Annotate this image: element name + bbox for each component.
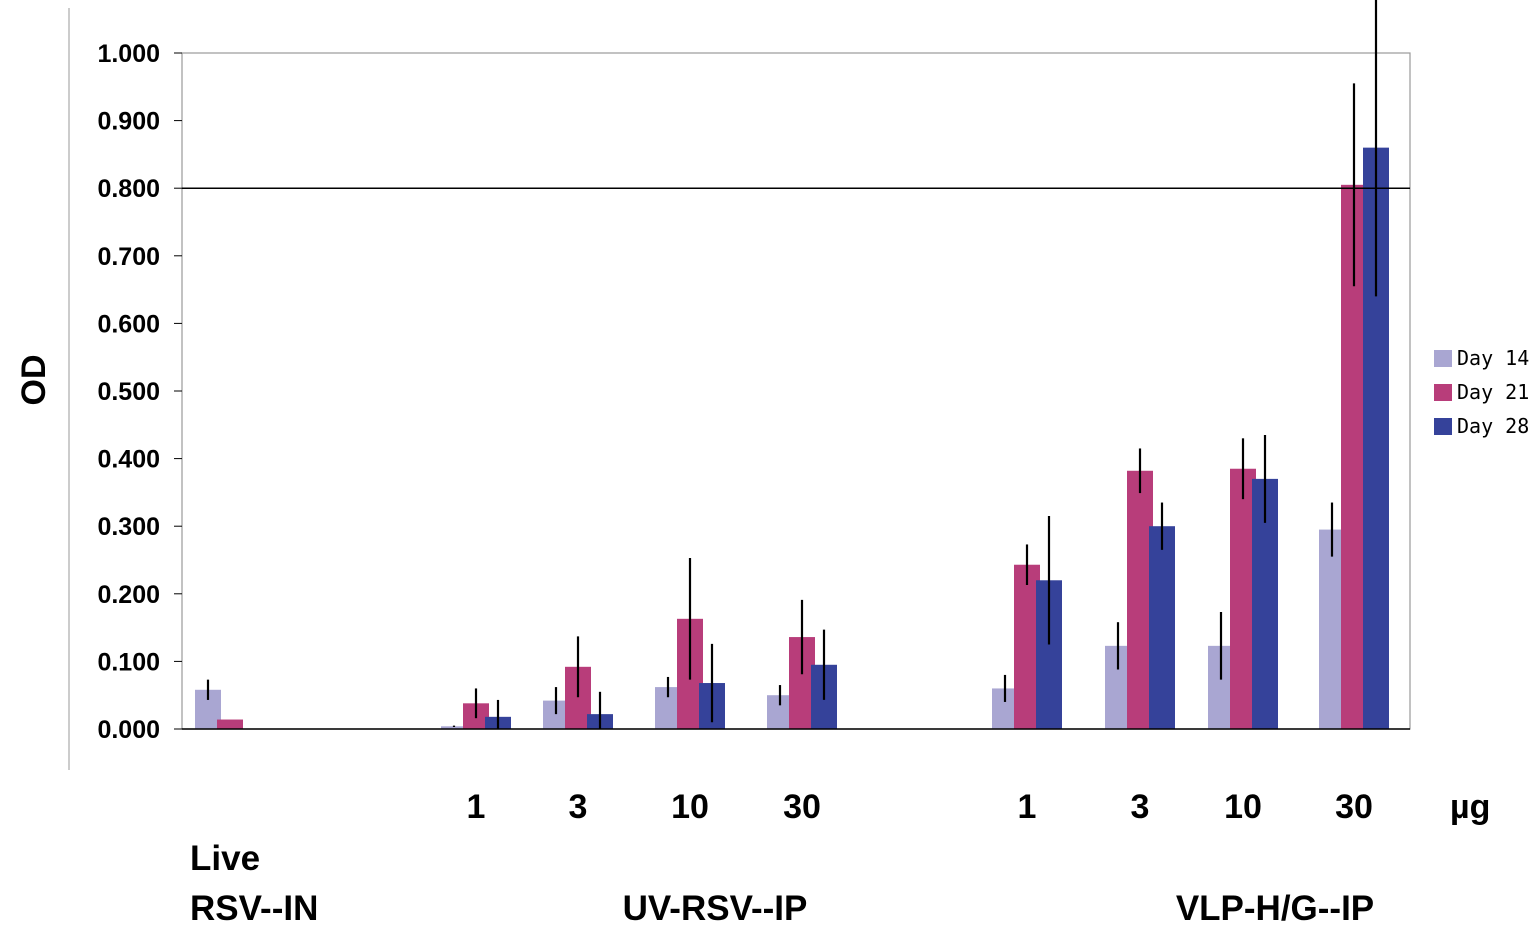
x-tick-label: 1	[467, 788, 486, 826]
y-tick-label: 0.900	[97, 108, 160, 136]
group-label: VLP-H/G--IP	[1176, 889, 1374, 926]
group-label: UV-RSV--IP	[623, 889, 808, 926]
y-tick-label: 0.800	[97, 175, 160, 203]
y-tick-label: 0.700	[97, 243, 160, 271]
group-label: Live	[190, 839, 260, 878]
y-axis-title: OD	[15, 355, 53, 406]
legend-swatch	[1434, 384, 1452, 401]
plot-area-frame	[181, 52, 1411, 730]
bar	[1127, 470, 1153, 729]
y-tick-label: 0.400	[97, 446, 160, 474]
x-tick-label: 30	[1335, 788, 1373, 826]
unit-label: µg	[1450, 788, 1490, 826]
x-tick-label: 10	[1224, 788, 1262, 826]
bars-layer	[195, 147, 1389, 729]
error-bars-layer	[206, 0, 1378, 729]
y-tick-label: 0.000	[97, 716, 160, 744]
legend-swatch	[1434, 418, 1452, 435]
bar	[1319, 529, 1345, 729]
y-tick-label: 0.300	[97, 513, 160, 541]
y-tick-label: 1.000	[97, 40, 160, 68]
y-tick-label: 0.200	[97, 581, 160, 609]
bar	[441, 726, 467, 729]
group-label: RSV--IN	[190, 889, 318, 926]
y-axis-ticks: 0.000 0.100 0.200 0.300 0.400 0.500 0.600 0.700…	[97, 40, 182, 744]
legend: Day 14 Day 21 Day 28	[1434, 346, 1529, 438]
bar	[1014, 564, 1040, 729]
y-tick-label: 0.500	[97, 378, 160, 406]
y-tick-label: 0.600	[97, 310, 160, 338]
legend-swatch	[1434, 350, 1452, 367]
legend-label: Day 28	[1457, 414, 1529, 438]
bar	[217, 719, 243, 729]
legend-label: Day 21	[1457, 380, 1529, 404]
x-tick-label: 1	[1018, 788, 1037, 826]
y-tick-label: 0.100	[97, 648, 160, 676]
bar	[1230, 468, 1256, 729]
x-tick-label: 3	[1131, 788, 1150, 826]
x-tick-label: 30	[783, 788, 821, 826]
x-tick-label: 3	[569, 788, 588, 826]
x-tick-label: 10	[671, 788, 709, 826]
legend-label: Day 14	[1457, 346, 1529, 370]
group-labels: Live RSV--IN UV-RSV--IP VLP-H/G--IP	[190, 839, 1374, 926]
x-axis-ticks: 1 3 10 30 1 3 10 30	[467, 788, 1373, 826]
bar	[1149, 526, 1175, 729]
